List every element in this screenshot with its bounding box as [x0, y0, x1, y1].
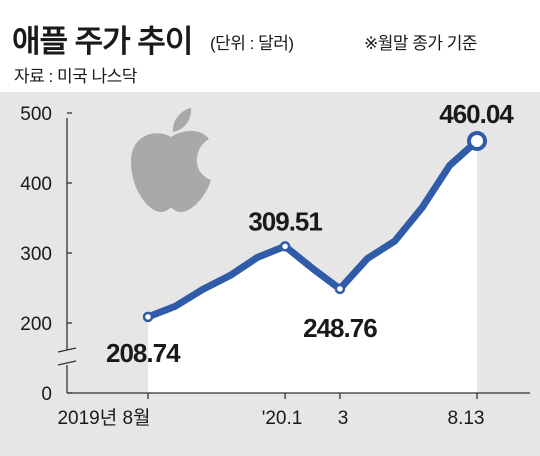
chart-header: 애플 주가 추이 (단위 : 달러) ※월말 종가 기준 자료 : 미국 나스닥: [0, 0, 540, 92]
data-point: [279, 241, 291, 252]
axis-break-mark: [57, 347, 77, 366]
chart-title: 애플 주가 추이: [12, 24, 193, 59]
basis-note: ※월말 종가 기준: [364, 34, 478, 53]
apple-logo-icon: [131, 108, 211, 212]
data-label: 309.51: [248, 206, 322, 236]
data-point: [142, 311, 154, 323]
series-line: [144, 137, 481, 321]
y-tick-label: 300: [20, 244, 52, 265]
area-fill: [148, 141, 477, 393]
x-tick-label: 8.13: [448, 408, 485, 429]
y-tick-label: 500: [20, 104, 52, 125]
unit-note: (단위 : 달러): [210, 34, 294, 53]
source-note: 자료 : 미국 나스닥: [14, 67, 137, 86]
y-tick-label: 0: [41, 384, 52, 405]
y-tick-label: 400: [20, 174, 52, 195]
data-point: [334, 283, 346, 295]
x-tick-label: 2019년 8월: [57, 407, 150, 429]
data-label: 208.74: [106, 338, 181, 368]
data-point: [467, 130, 487, 151]
y-tick-label: 200: [20, 314, 52, 335]
data-label: 460.04: [439, 99, 514, 129]
data-label: 248.76: [303, 313, 377, 343]
x-tick-label: 3: [338, 408, 349, 429]
x-tick-label: '20.1: [262, 408, 303, 429]
